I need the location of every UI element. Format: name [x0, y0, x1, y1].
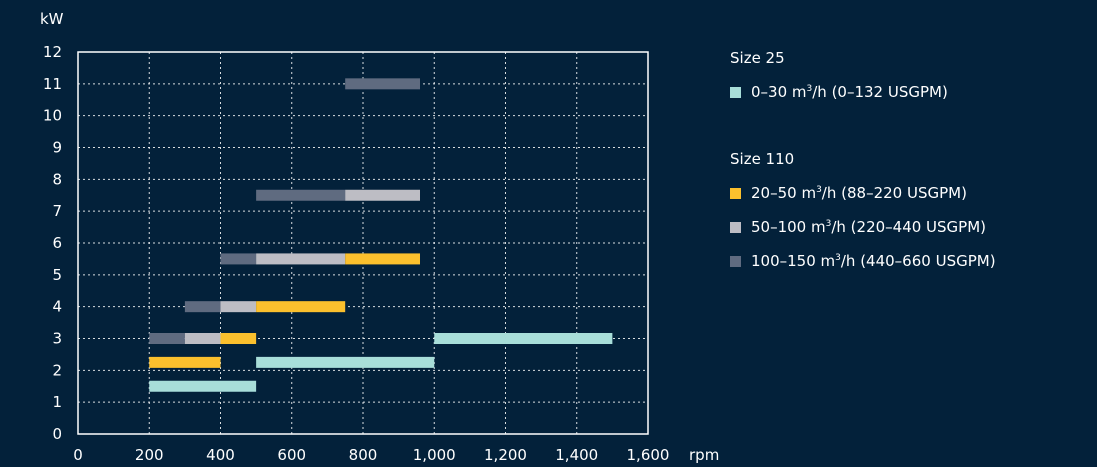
legend-label: 20–50 m3/h (88–220 USGPM)	[751, 184, 967, 202]
y-tick-label: 10	[43, 107, 62, 125]
bar	[184, 301, 221, 313]
x-tick-label: 800	[349, 446, 378, 464]
grid-lines	[78, 52, 648, 434]
plot-frame	[77, 51, 649, 435]
y-tick-label: 12	[43, 43, 62, 61]
bar	[345, 253, 420, 265]
bar	[434, 333, 613, 344]
y-tick-label: 2	[52, 361, 62, 379]
legend-item: 50–100 m3/h (220–440 USGPM)	[730, 215, 996, 239]
legend-group-title: Size 110	[730, 150, 795, 168]
bar	[149, 356, 221, 368]
legend-swatch	[730, 86, 741, 98]
bars	[149, 78, 613, 392]
legend-swatch	[730, 221, 741, 233]
legend-item: 20–50 m3/h (88–220 USGPM)	[730, 181, 996, 205]
legend-swatch	[730, 255, 741, 267]
x-axis-label: rpm	[689, 446, 719, 464]
x-tick-label: 1,600	[627, 446, 670, 464]
legend-group-title: Size 25	[730, 49, 785, 67]
bar	[220, 253, 257, 265]
legend-label: 100–150 m3/h (440–660 USGPM)	[751, 252, 996, 270]
bar	[256, 356, 435, 368]
x-tick-label: 1,200	[484, 446, 527, 464]
x-tick-label: 1,400	[555, 446, 598, 464]
legend-item: 0–30 m3/h (0–132 USGPM)	[730, 80, 996, 104]
bar	[220, 301, 257, 313]
x-tick-label: 200	[135, 446, 164, 464]
y-tick-label: 11	[43, 75, 62, 93]
y-tick-label: 6	[52, 234, 62, 252]
bar	[345, 78, 420, 90]
x-tick-label: 1,000	[413, 446, 456, 464]
y-tick-label: 7	[52, 202, 62, 220]
legend-item: 100–150 m3/h (440–660 USGPM)	[730, 249, 996, 273]
y-tick-label: 9	[52, 139, 62, 157]
x-tick-label: 400	[206, 446, 235, 464]
legend: Size 25 0–30 m3/h (0–132 USGPM) Size 110…	[730, 46, 996, 273]
bar	[345, 189, 420, 201]
x-tick-label: 600	[277, 446, 306, 464]
y-tick-label: 4	[52, 298, 62, 316]
y-tick-label: 8	[52, 170, 62, 188]
legend-label: 50–100 m3/h (220–440 USGPM)	[751, 218, 987, 236]
bar	[256, 189, 346, 201]
bar	[256, 253, 346, 265]
bar	[149, 380, 257, 392]
y-tick-label: 1	[52, 393, 62, 411]
legend-swatch	[730, 187, 741, 199]
x-tick-label: 0	[73, 446, 83, 464]
bar	[220, 333, 257, 344]
y-tick-label: 5	[52, 266, 62, 284]
y-axis-label: kW	[40, 10, 64, 28]
legend-label: 0–30 m3/h (0–132 USGPM)	[751, 83, 948, 101]
y-tick-label: 3	[52, 330, 62, 348]
y-tick-label: 0	[52, 425, 62, 443]
bar	[256, 301, 346, 313]
bar	[184, 333, 221, 344]
bar	[149, 333, 185, 344]
